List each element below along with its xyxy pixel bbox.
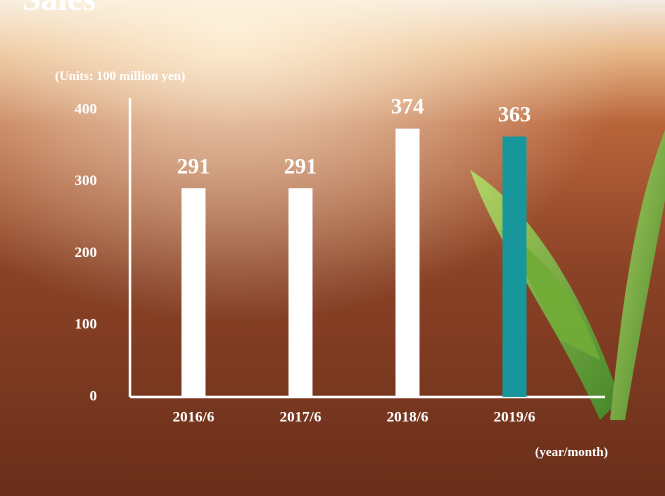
y-tick-label: 100 <box>75 317 98 333</box>
x-tick-label: 2016/6 <box>173 409 215 425</box>
chart-title: Sales <box>22 0 96 18</box>
y-tick-label: 0 <box>90 388 98 404</box>
x-tick-label: 2017/6 <box>280 409 322 425</box>
y-tick-label: 300 <box>75 173 98 189</box>
bar <box>288 188 313 397</box>
bar <box>395 128 420 397</box>
y-tick-label: 400 <box>75 101 98 117</box>
y-axis-label: (Units: 100 million yen) <box>55 68 185 83</box>
x-tick-label: 2019/6 <box>494 409 536 425</box>
y-tick-label: 200 <box>75 245 98 261</box>
bar <box>502 136 527 398</box>
x-tick-label: 2018/6 <box>387 409 429 425</box>
value-label: 374 <box>391 94 424 119</box>
value-label: 363 <box>498 102 531 127</box>
bar <box>181 188 206 397</box>
value-label: 291 <box>177 153 210 178</box>
x-axis-label: (year/month) <box>535 444 608 459</box>
value-label: 291 <box>284 153 317 178</box>
